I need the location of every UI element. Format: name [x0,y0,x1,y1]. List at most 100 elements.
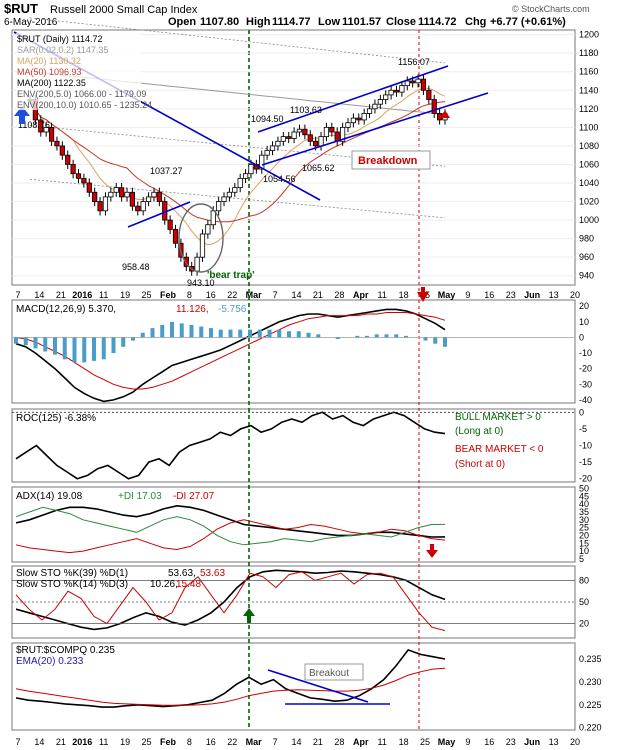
candle-body [140,201,146,212]
macd-hist-bar [316,334,321,338]
candle-body [404,80,410,87]
trendline-jan [127,201,191,228]
roc-series-roc [15,411,446,480]
candle-body [264,150,270,156]
macd-signal-value: 11.126, [176,304,209,315]
legend-bg [16,44,141,55]
candle-body [313,140,319,147]
candle-body [135,205,141,212]
red-down-arrow-axis [417,287,429,302]
close-value: 1114.72 [418,16,457,28]
channel-lower [261,92,489,166]
price-legend-item: MA(50) 1096.93 [17,67,82,77]
price-annotation: 1094.50 [251,114,284,124]
legend-bg [16,88,141,99]
x-tick-label: 20 [570,290,580,300]
price-tick-label: 1180 [579,48,598,58]
x-tick-label: 7 [15,290,20,300]
breakout-box [304,663,364,681]
x-tick-label: 11 [378,290,387,300]
panel-frame-price [11,29,576,286]
price-tick-label: 1100 [579,122,598,132]
candle-body [280,136,286,142]
x-tick-label: 14 [291,290,301,300]
candle-body [248,164,254,175]
bear-trap-label: 'bear trap' [207,270,255,281]
x-tick-label: 11 [99,290,108,300]
x-tick-label: 7 [273,737,278,747]
x-tick-label: Feb [160,290,177,300]
x-tick-label: 11 [378,737,387,747]
candle-body [296,128,303,133]
price-tick-label: 940 [579,271,594,281]
price-tick-label: 1040 [579,178,599,188]
x-tick-label: 9 [465,737,470,747]
price-tick-label: 1200 [579,30,599,40]
close-label: Close [386,16,416,28]
adx-tick-label: 35 [579,507,589,517]
candle-body [119,187,125,198]
macd-hist-bar [199,326,204,338]
price-tick-label: 980 [579,234,594,244]
candle-body [291,131,297,139]
blue-up-arrow [14,106,30,124]
x-tick-label: 9 [465,290,470,300]
macd-hist-bar [355,335,360,338]
macd-tick-label: -30 [579,379,592,389]
roc-note: BULL MARKET > 0 [455,412,541,423]
x-tick-label: May [438,737,456,747]
breakdown-box [351,150,431,170]
x-tick-label: 18 [399,737,409,747]
candle-body [275,140,281,147]
macd-hist-bar [140,332,145,338]
candle-body [356,117,362,121]
panel-frame-ratio [11,642,576,731]
candle-body [302,128,308,136]
x-tick-label: 23 [506,290,516,300]
macd-hist-bar [33,337,38,349]
macd-hist-bar [335,337,340,340]
adx-tick-label: 30 [579,515,589,525]
macd-hist-bar [267,329,272,338]
candle-body [172,228,179,244]
index-name: Russell 2000 Small Cap Index [50,4,198,16]
macd-tick-label: -40 [579,395,592,405]
roc-tick-label: -10 [579,441,592,451]
adx-series-adx [15,504,446,538]
price-tick-label: 1000 [579,215,599,225]
chart-date: 6-May-2016 [4,17,58,28]
x-tick-label: 16 [484,737,494,747]
x-tick-label: Apr [353,737,369,747]
x-tick-label: May [438,290,456,300]
candle-body [183,256,189,267]
x-tick-label: 25 [142,737,152,747]
candle-body [242,173,249,179]
price-annotation: 943.10 [187,278,215,288]
price-legend-item: ENV(200,5.0) 1066.00 - 1179.09 [17,89,146,99]
macd-series-signal [15,312,446,390]
macd-hist-bar [131,337,135,341]
candle-body [43,126,49,133]
breakdown-label: Breakdown [358,155,418,167]
candle-body [350,117,356,124]
price-annotation: 1108.76 [18,120,50,130]
macd-hist-bar [374,334,379,338]
price-tick-label: 1160 [579,67,598,77]
candle-body [167,219,173,230]
candle-body [156,191,162,202]
ratio-label: $RUT:$COMPQ 0.235 [16,645,115,656]
x-tick-label: Apr [353,290,369,300]
adx-pdi-value: +DI 17.03 [118,491,162,502]
open-value: 1107.80 [200,16,239,28]
x-tick-label: 2016 [72,290,92,300]
macd-hist-bar [218,329,223,338]
adx-tick-label: 25 [579,523,589,533]
candle-body [345,122,351,128]
ratio-tick-label: 0.220 [579,723,602,733]
candle-body [38,119,44,133]
x-tick-label: 18 [399,290,409,300]
header: $RUT Russell 2000 Small Cap Index 6-May-… [4,1,590,28]
macd-hist-bar [394,334,399,338]
